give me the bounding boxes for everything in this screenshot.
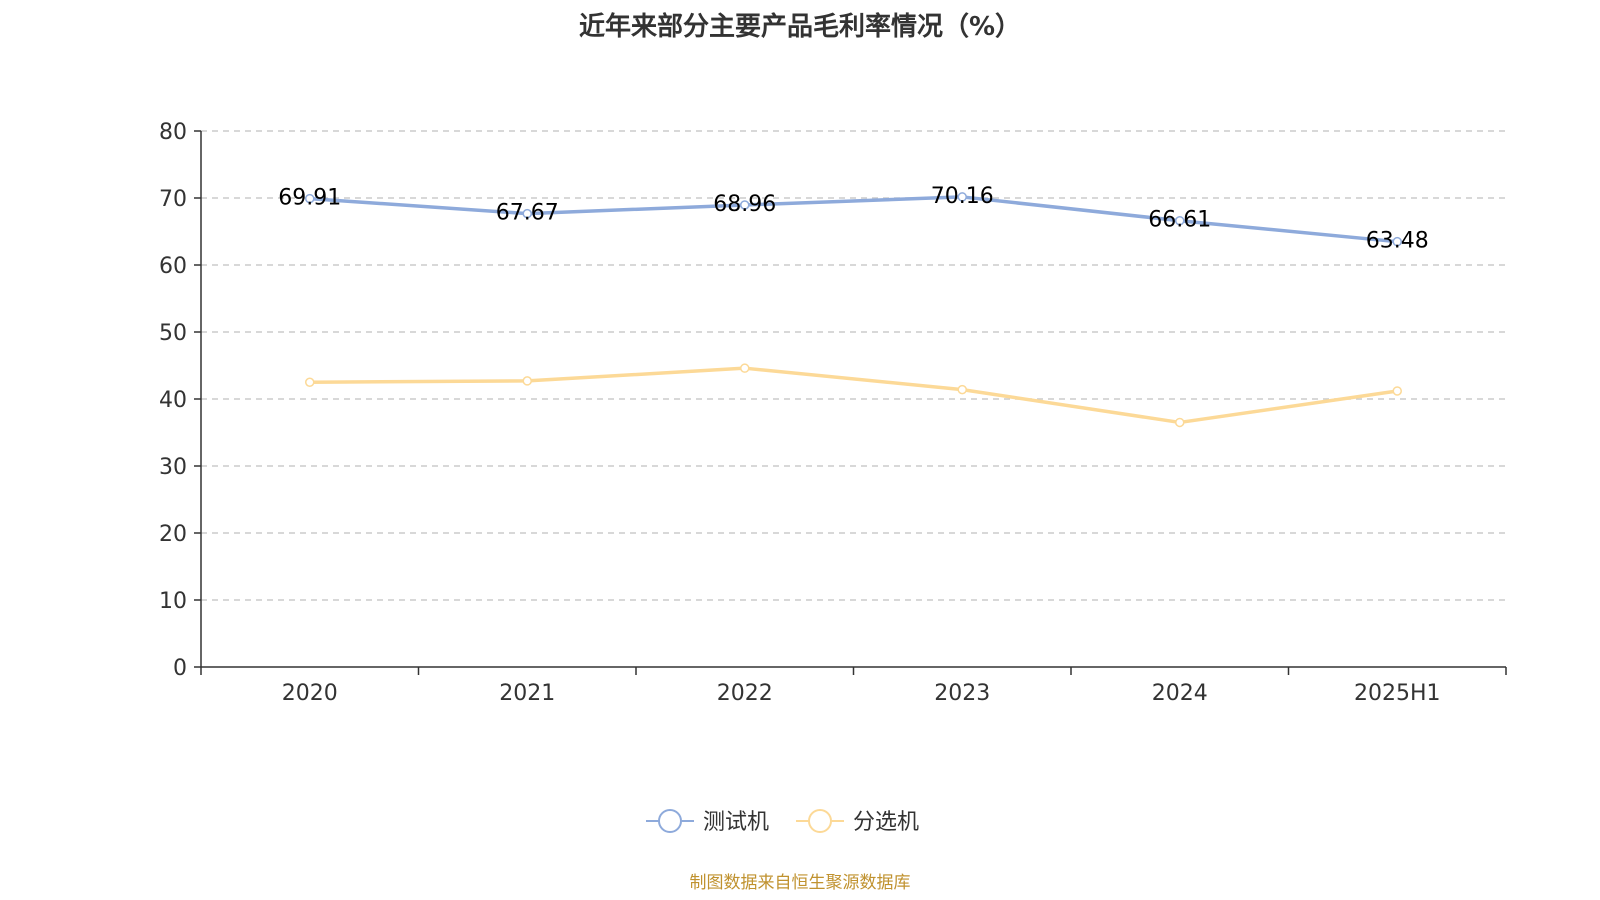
- legend-label: 分选机: [853, 810, 919, 835]
- y-tick-label: 80: [159, 120, 187, 145]
- data-label: 68.96: [713, 192, 776, 217]
- data-point: [305, 193, 315, 204]
- data-point: [1175, 215, 1185, 226]
- data-point: [957, 192, 967, 202]
- legend-label: 测试机: [703, 810, 769, 835]
- legend-item-1: 分选机: [796, 809, 919, 835]
- data-label: 66.61: [1148, 208, 1211, 233]
- data-label: 67.67: [496, 201, 559, 226]
- x-tick-label: 2023: [934, 681, 990, 706]
- axes: 0 10 20 30 40 50 60 70 80 2020 2021 2022 2023 2024 202…: [159, 120, 1507, 706]
- data-point: [1392, 386, 1402, 396]
- source-note: 制图数据来自恒生聚源数据库: [689, 873, 911, 893]
- data-point: [522, 376, 532, 386]
- y-tick-label: 30: [159, 455, 187, 480]
- data-point: [740, 363, 750, 373]
- legend-marker: [658, 809, 682, 833]
- data-labels: 69.91 67.67 68.96 70.16 66.61 63.48: [278, 184, 1428, 254]
- x-tick-label: 2022: [717, 681, 773, 706]
- y-tick-label: 50: [159, 321, 187, 346]
- legend-marker: [808, 809, 832, 833]
- data-label: 70.16: [931, 184, 994, 209]
- chart-title: 近年来部分主要产品毛利率情况（%）: [578, 12, 1022, 42]
- y-tick-label: 20: [159, 522, 187, 547]
- y-tick-label: 0: [173, 656, 187, 681]
- series-line-1: [309, 366, 1398, 425]
- data-point: [1175, 417, 1185, 428]
- series-line-0: [309, 195, 1398, 244]
- data-point: [305, 377, 315, 387]
- data-label: 63.48: [1366, 229, 1429, 254]
- data-point: [957, 384, 967, 395]
- data-point: [740, 200, 750, 210]
- data-point: [1392, 236, 1402, 247]
- y-tick-label: 40: [159, 388, 187, 413]
- x-tick-label: 2020: [282, 681, 338, 706]
- y-tick-label: 10: [159, 589, 187, 614]
- data-label: 69.91: [278, 186, 341, 211]
- grid-lines: [201, 130, 1506, 601]
- x-tick-label: 2021: [499, 681, 555, 706]
- data-point: [522, 208, 532, 219]
- legend: 测试机 分选机: [646, 809, 919, 835]
- x-tick-label: 2025H1: [1354, 681, 1441, 706]
- legend-item-0: 测试机: [646, 809, 769, 835]
- y-tick-label: 70: [159, 187, 187, 212]
- x-tick-label: 2024: [1152, 681, 1208, 706]
- y-tick-label: 60: [159, 254, 187, 279]
- series-layer: [305, 192, 1402, 428]
